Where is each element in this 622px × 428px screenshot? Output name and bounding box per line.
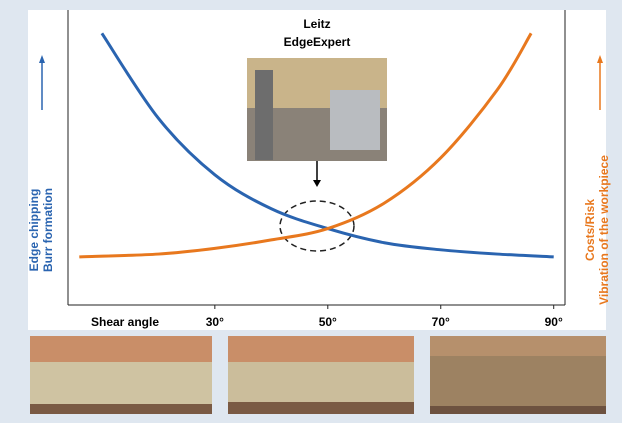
photo-inset <box>247 58 387 161</box>
x-tick-label: 50° <box>319 315 337 329</box>
y-axis-label: Edge chipping <box>27 189 41 272</box>
sample-photos <box>30 336 606 414</box>
annotation: EdgeExpert <box>284 35 351 49</box>
x-axis-label: Shear angle <box>91 315 159 329</box>
x-tick-label: 70° <box>432 315 450 329</box>
y-axis-label: Burr formation <box>41 188 55 272</box>
y2-axis-label: Vibration of the workpiece <box>597 155 611 305</box>
y2-axis-label: Costs/Risk <box>583 199 597 261</box>
x-tick-label: 90° <box>545 315 563 329</box>
chart: Leitz EdgeExpert Shear angle Edge chippi… <box>0 0 622 423</box>
x-tick-label: 30° <box>206 315 224 329</box>
annotation: Leitz <box>303 17 330 31</box>
